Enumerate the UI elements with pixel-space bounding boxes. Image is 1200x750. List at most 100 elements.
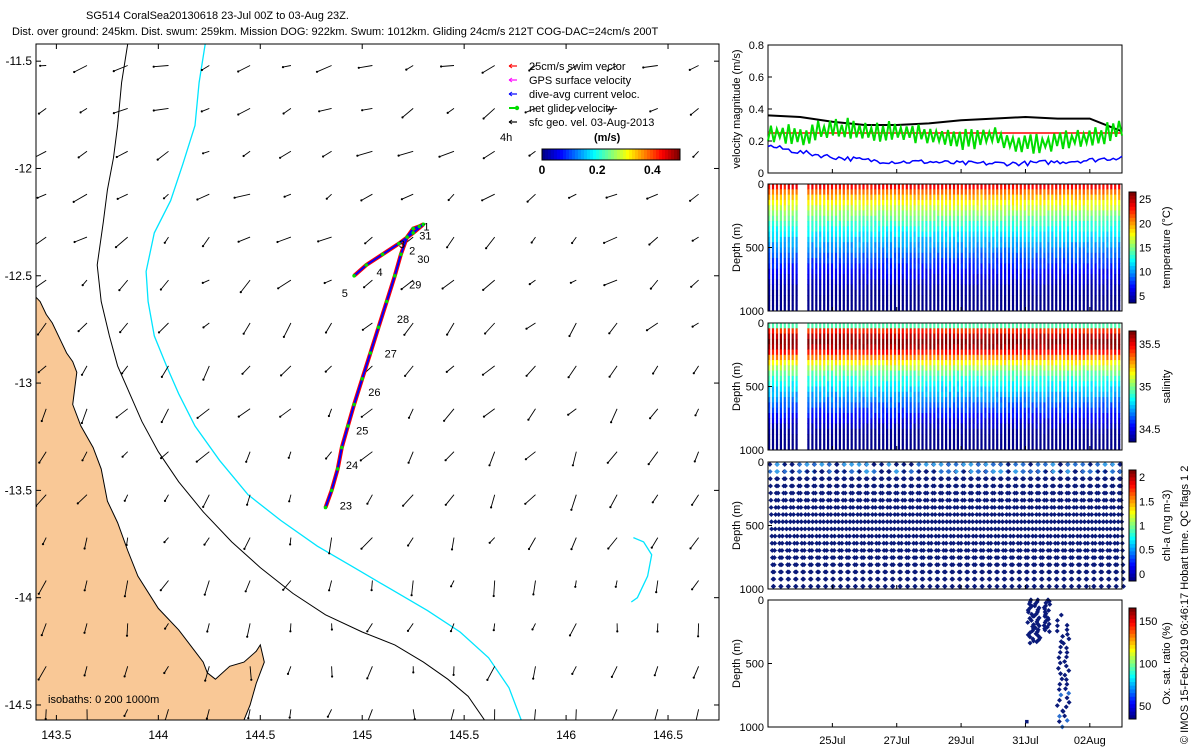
arrow-shaft — [408, 451, 414, 463]
profile-cell — [964, 413, 967, 419]
profile-cell — [968, 444, 971, 451]
profile-cell — [811, 423, 814, 430]
profile-cell — [1043, 189, 1046, 195]
profile-cell — [1078, 247, 1081, 254]
profile-cell — [775, 344, 779, 350]
profile-cell — [952, 263, 956, 270]
arrow-shaft — [234, 193, 251, 199]
profile-cell — [1015, 391, 1018, 398]
profile-cell — [968, 386, 971, 393]
profile-cell — [1059, 268, 1062, 275]
profile-cell — [846, 205, 849, 211]
profile-cell — [1106, 221, 1109, 227]
arrow-head — [481, 71, 484, 74]
profile-cell — [775, 258, 779, 264]
profile-cell — [791, 284, 794, 291]
profile-cell — [834, 328, 838, 334]
track-point — [364, 263, 369, 267]
profile-cell — [795, 365, 798, 371]
profile-cell — [960, 300, 963, 307]
profile-cell — [819, 375, 822, 382]
profile-cell — [956, 370, 959, 377]
profile-cell — [1000, 226, 1003, 232]
profile-cell — [956, 397, 959, 403]
profile-cell — [1011, 221, 1015, 227]
profile-cell — [925, 215, 928, 222]
profile-cell — [768, 305, 771, 312]
arrow-head — [239, 291, 242, 294]
profile-cell — [775, 397, 779, 403]
profile-cell — [1102, 289, 1105, 296]
profile-cell — [948, 365, 952, 371]
profile-cell — [1000, 194, 1003, 201]
profile-cell — [1019, 407, 1022, 414]
profile-cell — [925, 274, 928, 280]
sfc-geo-vel-arrow — [653, 666, 659, 677]
profile-cell — [1047, 338, 1050, 345]
profile-cell — [838, 189, 841, 195]
arrow-shaft — [407, 537, 414, 546]
profile-cell — [1094, 236, 1097, 243]
profile-cell — [1023, 210, 1026, 217]
profile-cell — [897, 423, 900, 430]
profile-cell — [787, 236, 790, 243]
profile-cell — [1023, 407, 1026, 414]
profile-cell — [819, 338, 822, 345]
profile-cell — [1000, 381, 1003, 387]
arrow-shaft — [654, 709, 659, 720]
profile-cell — [854, 284, 857, 291]
arrow-head — [527, 547, 531, 551]
profile-cell — [1063, 323, 1066, 329]
profile-cell — [838, 328, 841, 334]
profile-cell — [988, 360, 991, 366]
profile-cell — [854, 370, 857, 377]
profile-cell — [787, 231, 790, 238]
profile-cell — [1059, 323, 1062, 329]
profile-cell — [791, 439, 794, 446]
arrow-head — [279, 156, 282, 159]
profile-cell — [854, 300, 857, 307]
profile-cell — [976, 407, 979, 414]
profile-cell — [1055, 300, 1058, 307]
arrow-head — [569, 281, 573, 284]
profile-cell — [964, 386, 967, 393]
sfc-geo-vel-arrow — [125, 537, 129, 547]
arrow-head — [246, 635, 249, 638]
profile-cell — [823, 284, 826, 291]
profile-cell — [886, 274, 889, 280]
profile-cell — [976, 381, 979, 387]
profile-cell — [1063, 247, 1066, 254]
arrow-shaft — [568, 193, 577, 199]
sfc-geo-vel-arrow — [441, 279, 455, 290]
profile-cell — [834, 274, 838, 280]
profile-cell — [846, 215, 849, 222]
profile-cell — [937, 189, 940, 195]
profile-cell — [886, 242, 889, 248]
profile-cell — [992, 252, 995, 259]
profile-cell — [964, 236, 967, 243]
profile-cell — [1063, 242, 1066, 248]
arrow-shaft — [246, 494, 251, 505]
profile-cell — [1027, 226, 1030, 232]
profile-cell — [882, 236, 885, 243]
profile-cell — [886, 210, 889, 217]
profile-cell — [1074, 333, 1077, 340]
profile-cell — [1039, 263, 1042, 270]
profile-cell — [909, 226, 912, 232]
sfc-geo-vel-arrow — [370, 580, 373, 592]
profile-cell — [1063, 231, 1066, 238]
profile-cell — [1074, 381, 1077, 387]
arrow-shaft — [113, 107, 128, 114]
profile-cell — [1035, 274, 1038, 280]
profile-cell — [1031, 375, 1034, 382]
sfc-geo-vel-arrow — [405, 65, 414, 71]
profile-cell — [866, 344, 869, 350]
profile-cell — [941, 444, 944, 451]
sfc-geo-vel-arrow — [400, 193, 414, 201]
profile-cell — [811, 444, 814, 451]
profile-cell — [1035, 231, 1038, 238]
profile-cell — [1019, 338, 1022, 345]
profile-cell — [952, 258, 956, 264]
profile-cell — [921, 258, 924, 264]
profile-cell — [937, 423, 940, 430]
